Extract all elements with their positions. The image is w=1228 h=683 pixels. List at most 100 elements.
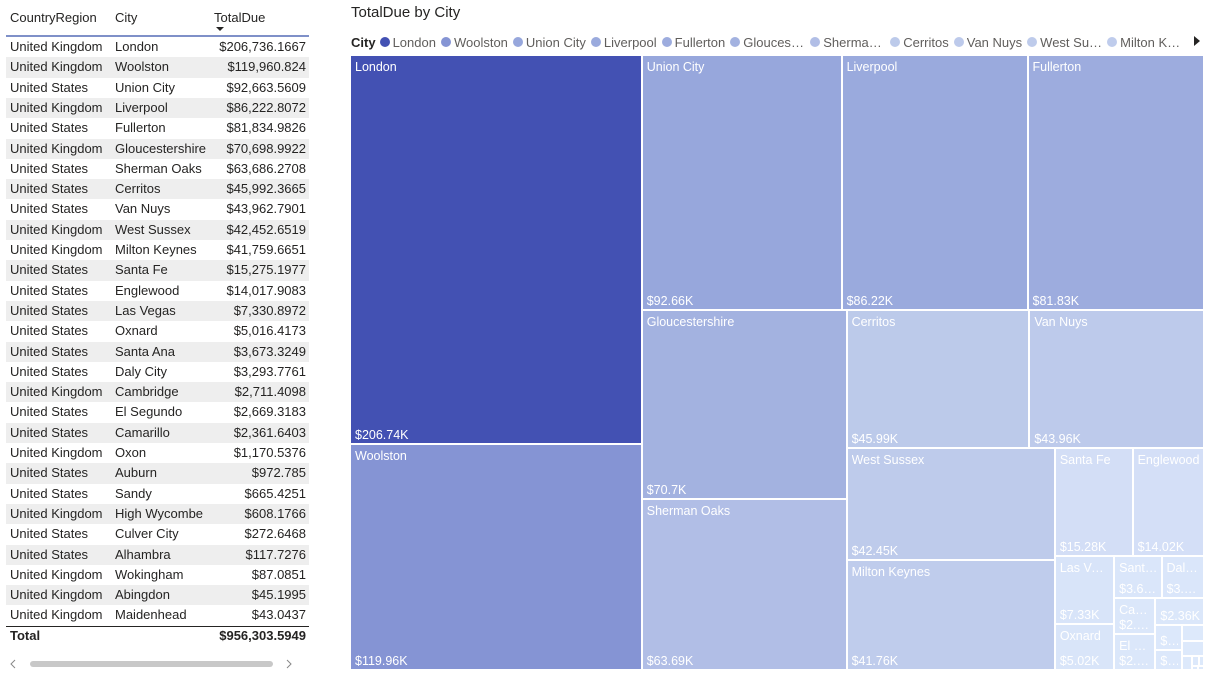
table-cell: United States	[10, 181, 89, 197]
table-cell: $86,222.8072	[226, 99, 306, 115]
tile-value: $2.36K	[1160, 608, 1200, 623]
tile[interactable]: Cerritos $45.99K	[846, 309, 1030, 448]
table-cell: $45,992.3665	[226, 181, 306, 197]
table-cell: El Segundo	[115, 404, 183, 420]
table-cell: Woolston	[115, 59, 169, 75]
table-cell: Las Vegas	[115, 302, 176, 318]
tile[interactable]: Woolston $119.96K	[350, 444, 642, 670]
tile[interactable]: El Segundo$2.67K	[1114, 634, 1156, 670]
tile[interactable]: $2.36K	[1155, 598, 1204, 625]
tile[interactable]	[1199, 656, 1204, 666]
tile[interactable]: $0.97K	[1155, 649, 1182, 670]
tile[interactable]	[1192, 665, 1199, 670]
legend-title: City	[351, 34, 376, 50]
legend-dot	[512, 37, 523, 47]
legend-item: Cerritos	[890, 35, 949, 50]
table-cell: $119,960.824	[227, 59, 306, 75]
tile-label: Santa Ana	[1119, 560, 1157, 575]
table-cell: United Kingdom	[10, 384, 103, 400]
table-cell: $14,017.9083	[226, 282, 306, 298]
tile-label: Woolston	[355, 449, 407, 464]
legend-dot	[953, 37, 964, 47]
tile[interactable]	[1192, 656, 1200, 666]
tile[interactable]	[1198, 665, 1204, 670]
legend-dot	[590, 37, 601, 47]
tile[interactable]: Liverpool $86.22K	[841, 55, 1028, 310]
tile-value: $42.45K	[851, 543, 899, 558]
tile-label: Oxnard	[1059, 628, 1101, 643]
table-cell: Sherman Oaks	[115, 160, 202, 176]
legend-item: Sherman Oaks	[810, 35, 885, 50]
table-cell: United States	[10, 79, 89, 95]
legend-dot	[379, 37, 390, 47]
tile[interactable]: Gloucestershire $70.7K	[641, 309, 847, 500]
tile-label: Las Vegas	[1059, 560, 1110, 575]
legend-item: London	[379, 35, 436, 50]
table-cell: $117.7276	[245, 546, 307, 562]
tile[interactable]: Las Vegas $7.33K	[1054, 555, 1115, 624]
scroll-thumb[interactable]	[30, 661, 273, 667]
table-cell: $272.6468	[244, 526, 306, 542]
scroll-left[interactable]	[10, 659, 16, 669]
tile[interactable]: $1.17K	[1155, 625, 1182, 650]
tile[interactable]: Fullerton $81.83K	[1027, 55, 1204, 310]
tile-label: Fullerton	[1032, 60, 1082, 74]
table-cell: $7,330.8972	[233, 302, 306, 318]
table-cell: $3,293.7761	[233, 363, 306, 379]
legend-label: Sherman Oaks	[823, 34, 885, 50]
tile[interactable]: Van Nuys $43.96K	[1029, 309, 1204, 448]
tile[interactable]: Englewood $14.02K	[1132, 447, 1204, 556]
tile-label: Gloucestershire	[646, 314, 735, 329]
legend-next[interactable]	[1192, 35, 1202, 47]
table-cell: $1,170.5376	[233, 445, 306, 460]
table-cell: Englewood	[115, 282, 180, 298]
tile[interactable]: Daly City $3.29K	[1161, 555, 1204, 599]
table-cell: $15,275.1977	[226, 262, 306, 278]
row-band	[6, 219, 309, 240]
legend: City London Woolston Union City Liverpool Ful…	[351, 32, 1186, 52]
table: CountryRegion City TotalDue United Kingdom L…	[6, 0, 310, 660]
tile[interactable]: West Sussex $42.45K	[846, 447, 1055, 560]
tile-value: $70.7K	[646, 483, 687, 498]
table-cell: $665.4251	[244, 485, 306, 501]
tile[interactable]: London $206.74K	[350, 55, 642, 445]
table-cell: Santa Fe	[115, 262, 168, 278]
table-cell: United Kingdom	[10, 221, 103, 237]
column-header: TotalDue	[214, 10, 266, 25]
tile-label: Englewood	[1137, 452, 1200, 467]
legend-dot	[661, 37, 672, 47]
legend-dot	[440, 37, 451, 47]
tile[interactable]: Santa Ana $3.67K	[1114, 555, 1162, 599]
table-cell: $2,361.6403	[233, 424, 306, 440]
tile[interactable]: Sherman Oaks $63.69K	[641, 499, 847, 670]
tile-label: Van Nuys	[1034, 314, 1088, 329]
tile-value: $15.28K	[1059, 539, 1107, 554]
tile[interactable]	[1181, 656, 1193, 670]
table-cell: $608.1766	[244, 505, 306, 521]
table-cell: United States	[10, 201, 89, 217]
table-cell: Gloucestershire	[115, 140, 207, 156]
row-band	[6, 341, 309, 362]
tile[interactable]	[1181, 641, 1204, 657]
legend-item: Gloucestershire	[730, 35, 805, 50]
table-cell: Daly City	[115, 363, 168, 379]
table-cell: $43,962.7901	[226, 201, 306, 217]
tile-value: $0.97K	[1160, 653, 1178, 668]
row-band	[6, 138, 309, 159]
tile[interactable]: Oxnard $5.02K	[1054, 623, 1115, 670]
tile[interactable]: Union City $92.66K	[641, 55, 842, 310]
table-cell: $63,686.2708	[226, 160, 306, 176]
tile-value: $3.29K	[1166, 582, 1200, 597]
scrollbar[interactable]	[0, 655, 310, 675]
row-band	[6, 97, 309, 119]
table-cell: United States	[10, 485, 89, 501]
table-cell: United Kingdom	[10, 445, 103, 460]
table-cell: United Kingdom	[10, 587, 103, 603]
tile-value: $1.17K	[1160, 633, 1178, 648]
tile[interactable]	[1181, 625, 1204, 642]
tile[interactable]: Milton Keynes $41.76K	[846, 559, 1055, 670]
table-cell: United Kingdom	[10, 505, 103, 521]
tile[interactable]: Cambridge$2.71K	[1114, 598, 1156, 635]
scroll-right[interactable]	[286, 659, 292, 669]
tile[interactable]: Santa Fe $15.28K	[1054, 447, 1133, 556]
